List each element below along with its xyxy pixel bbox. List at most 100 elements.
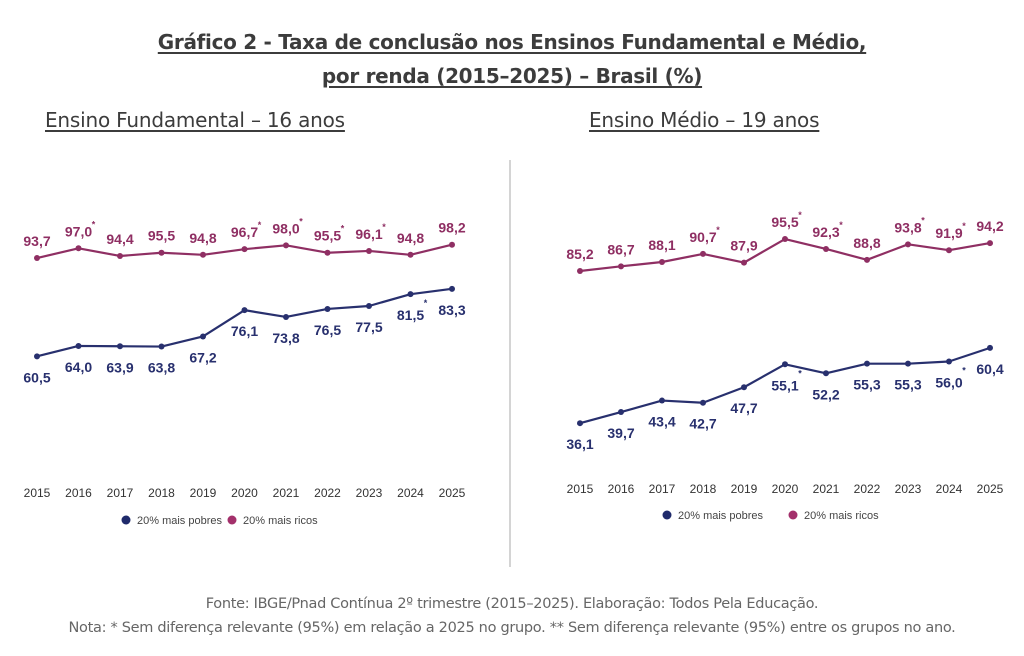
data-point-pobres: [741, 384, 747, 391]
significance-asterisk: *: [716, 225, 720, 235]
panel-title-fundamental: Ensino Fundamental – 16 anos: [45, 108, 345, 132]
x-tick-label-fundamental: 2023: [356, 486, 383, 500]
data-label-ricos: 96,1: [355, 226, 382, 242]
x-tick-label-medio: 2022: [854, 482, 881, 496]
legend-label-pobres: 20% mais pobres: [137, 515, 222, 527]
data-point-ricos: [407, 251, 414, 258]
data-label-ricos: 93,8: [894, 219, 921, 235]
data-label-pobres: 67,2: [189, 349, 216, 365]
data-label-ricos: 88,1: [648, 237, 675, 253]
data-label-ricos: 94,4: [106, 231, 133, 247]
data-label-pobres: 39,7: [607, 425, 634, 441]
data-point-ricos: [864, 256, 870, 263]
data-label-pobres: 56,0: [935, 375, 962, 391]
data-label-ricos: 87,9: [730, 238, 757, 254]
x-tick-label-fundamental: 2016: [65, 486, 92, 500]
data-label-pobres: 73,8: [272, 330, 299, 346]
significance-asterisk: *: [258, 220, 262, 230]
x-tick-label-fundamental: 2020: [231, 486, 258, 500]
data-point-pobres: [158, 343, 165, 350]
data-label-ricos: 98,0: [272, 220, 299, 236]
data-label-pobres: 55,1: [771, 377, 798, 393]
significance-asterisk: *: [962, 221, 966, 231]
data-label-ricos: 98,2: [438, 220, 465, 236]
data-label-pobres: 36,1: [566, 436, 593, 452]
data-label-pobres: 76,1: [231, 323, 258, 339]
data-point-ricos: [366, 247, 372, 254]
legend-label-ricos: 20% mais ricos: [804, 510, 879, 522]
significance-asterisk: *: [921, 215, 925, 225]
data-point-ricos: [158, 249, 165, 256]
data-label-ricos: 94,2: [976, 218, 1003, 234]
data-point-pobres: [905, 360, 911, 367]
data-label-ricos: 91,9: [935, 225, 962, 241]
data-point-pobres: [75, 342, 82, 349]
data-label-pobres: 83,3: [438, 302, 465, 318]
data-label-pobres: 76,5: [314, 322, 341, 338]
data-point-pobres: [324, 305, 331, 312]
data-point-pobres: [782, 361, 788, 368]
data-point-pobres: [618, 409, 624, 416]
data-point-pobres: [577, 420, 583, 427]
data-label-pobres: 42,7: [689, 416, 716, 432]
data-point-pobres: [366, 303, 372, 309]
x-tick-label-fundamental: 2018: [148, 486, 175, 500]
x-tick-label-fundamental: 2021: [273, 486, 300, 500]
legend-marker-pobres: [121, 515, 131, 525]
data-label-pobres: 63,8: [148, 360, 175, 376]
x-tick-label-fundamental: 2025: [439, 486, 466, 500]
x-tick-label-fundamental: 2022: [314, 486, 341, 500]
data-label-ricos: 93,7: [23, 233, 50, 249]
data-point-ricos: [823, 245, 829, 252]
significance-asterisk: *: [341, 224, 345, 234]
significance-asterisk: *: [798, 368, 802, 378]
data-point-pobres: [283, 313, 289, 320]
significance-asterisk: *: [962, 366, 966, 376]
data-point-pobres: [449, 285, 455, 292]
chart-main-title-line2: por renda (2015–2025) – Brasil (%): [321, 64, 703, 88]
significance-asterisk: *: [92, 219, 96, 229]
data-label-ricos: 96,7: [231, 224, 258, 240]
significance-asterisk: *: [299, 216, 303, 226]
data-point-ricos: [618, 263, 624, 270]
panel-divider: [509, 160, 511, 567]
significance-asterisk: *: [382, 222, 386, 232]
data-point-ricos: [987, 240, 993, 247]
x-tick-label-fundamental: 2015: [24, 486, 51, 500]
data-point-pobres: [823, 370, 829, 377]
data-point-ricos: [75, 245, 82, 252]
data-label-pobres: 55,3: [853, 377, 880, 393]
data-label-ricos: 86,7: [607, 241, 634, 257]
x-tick-label-fundamental: 2024: [397, 486, 424, 500]
x-tick-label-medio: 2015: [567, 482, 594, 496]
significance-asterisk: *: [424, 298, 428, 308]
data-label-ricos: 92,3: [812, 224, 839, 240]
data-point-pobres: [864, 360, 870, 367]
x-tick-label-medio: 2023: [895, 482, 922, 496]
data-point-ricos: [241, 246, 248, 253]
x-tick-label-medio: 2025: [977, 482, 1004, 496]
data-label-pobres: 60,5: [23, 369, 50, 385]
data-point-pobres: [700, 399, 706, 406]
footer-source: Fonte: IBGE/Pnad Contínua 2º trimestre (…: [205, 596, 819, 612]
data-label-ricos: 85,2: [566, 246, 593, 262]
legend-label-pobres: 20% mais pobres: [678, 510, 763, 522]
data-point-ricos: [577, 267, 583, 274]
data-label-pobres: 81,5: [397, 307, 424, 323]
data-point-pobres: [241, 307, 248, 314]
data-point-ricos: [324, 249, 331, 256]
data-label-pobres: 43,4: [648, 414, 675, 430]
data-point-ricos: [905, 241, 911, 248]
panel-title-medio: Ensino Médio – 19 anos: [589, 108, 820, 132]
data-label-ricos: 95,5: [771, 214, 798, 230]
x-tick-label-medio: 2017: [649, 482, 676, 496]
legend-label-ricos: 20% mais ricos: [243, 515, 318, 527]
data-label-ricos: 95,5: [314, 228, 341, 244]
x-tick-label-fundamental: 2017: [107, 486, 134, 500]
data-point-ricos: [117, 252, 123, 259]
data-label-pobres: 47,7: [730, 400, 757, 416]
data-point-pobres: [659, 397, 665, 404]
data-label-ricos: 94,8: [397, 230, 424, 246]
data-point-pobres: [200, 333, 206, 340]
